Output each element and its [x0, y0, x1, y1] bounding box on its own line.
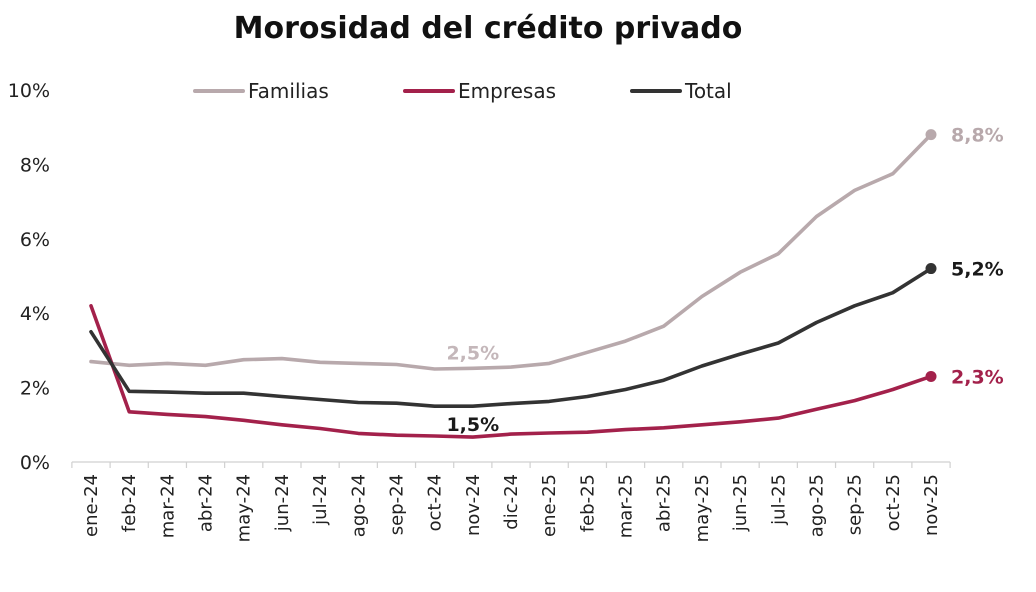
- chart-title: Morosidad del crédito privado: [234, 11, 743, 46]
- x-tick-label: dic-24: [501, 474, 522, 530]
- x-tick-label: ene-24: [81, 474, 102, 537]
- x-tick-label: jun-24: [272, 474, 293, 532]
- x-tick-label: sep-25: [845, 474, 866, 535]
- series-line-total: [89, 266, 933, 409]
- legend-label: Familias: [248, 79, 329, 103]
- data-label: 1,5%: [446, 414, 499, 436]
- legend: Familias Empresas Total: [193, 79, 732, 103]
- x-tick-label: abr-25: [654, 474, 675, 532]
- y-tick-label: 6%: [20, 229, 50, 251]
- x-tick-label: sep-24: [386, 474, 407, 535]
- axes: 0% 2% 4% 6% 8% 10% ene-24 feb-24 mar-24 abr-24 may…: [8, 80, 951, 542]
- end-point-familias: [925, 129, 937, 141]
- legend-label: Total: [684, 79, 732, 103]
- y-tick-label: 10%: [8, 80, 50, 102]
- data-label: 5,2%: [951, 259, 1004, 281]
- x-tick-label: feb-25: [577, 474, 598, 532]
- series-lines: [89, 129, 937, 439]
- x-tick-label: abr-24: [196, 474, 217, 532]
- x-tick-label: may-25: [692, 474, 713, 542]
- x-tick-label: mar-24: [157, 474, 178, 538]
- legend-label: Empresas: [458, 79, 556, 103]
- data-label: 2,5%: [446, 342, 499, 364]
- y-tick-label: 4%: [20, 303, 50, 325]
- x-tick-label: ene-25: [539, 474, 560, 537]
- x-tick-label: feb-24: [119, 474, 140, 532]
- y-tick-label: 0%: [20, 452, 50, 474]
- x-tick-label: ago-24: [348, 474, 369, 537]
- x-tick-label: nov-25: [921, 474, 942, 536]
- y-tick-label: 8%: [20, 154, 50, 176]
- x-tick-label: may-24: [234, 474, 255, 542]
- end-point-total: [925, 263, 937, 275]
- x-tick-label: jun-25: [730, 474, 751, 532]
- series-line-empresas: [89, 303, 933, 439]
- x-tick-label: oct-25: [883, 474, 904, 531]
- x-tick-label: mar-25: [616, 474, 637, 538]
- end-point-empresas: [925, 370, 937, 382]
- y-tick-label: 2%: [20, 378, 50, 400]
- x-tick-label: jul-24: [310, 474, 331, 526]
- data-label: 2,3%: [951, 366, 1004, 388]
- data-label: 8,8%: [951, 125, 1004, 147]
- x-tick-label: nov-24: [463, 474, 484, 536]
- series-line-familias: [89, 132, 933, 371]
- x-tick-label: ago-25: [806, 474, 827, 537]
- data-labels: 8,8% 5,2% 2,3% 2,5% 1,5%: [446, 125, 1003, 437]
- x-tick-label: oct-24: [425, 474, 446, 531]
- x-tick-label: jul-25: [768, 474, 789, 526]
